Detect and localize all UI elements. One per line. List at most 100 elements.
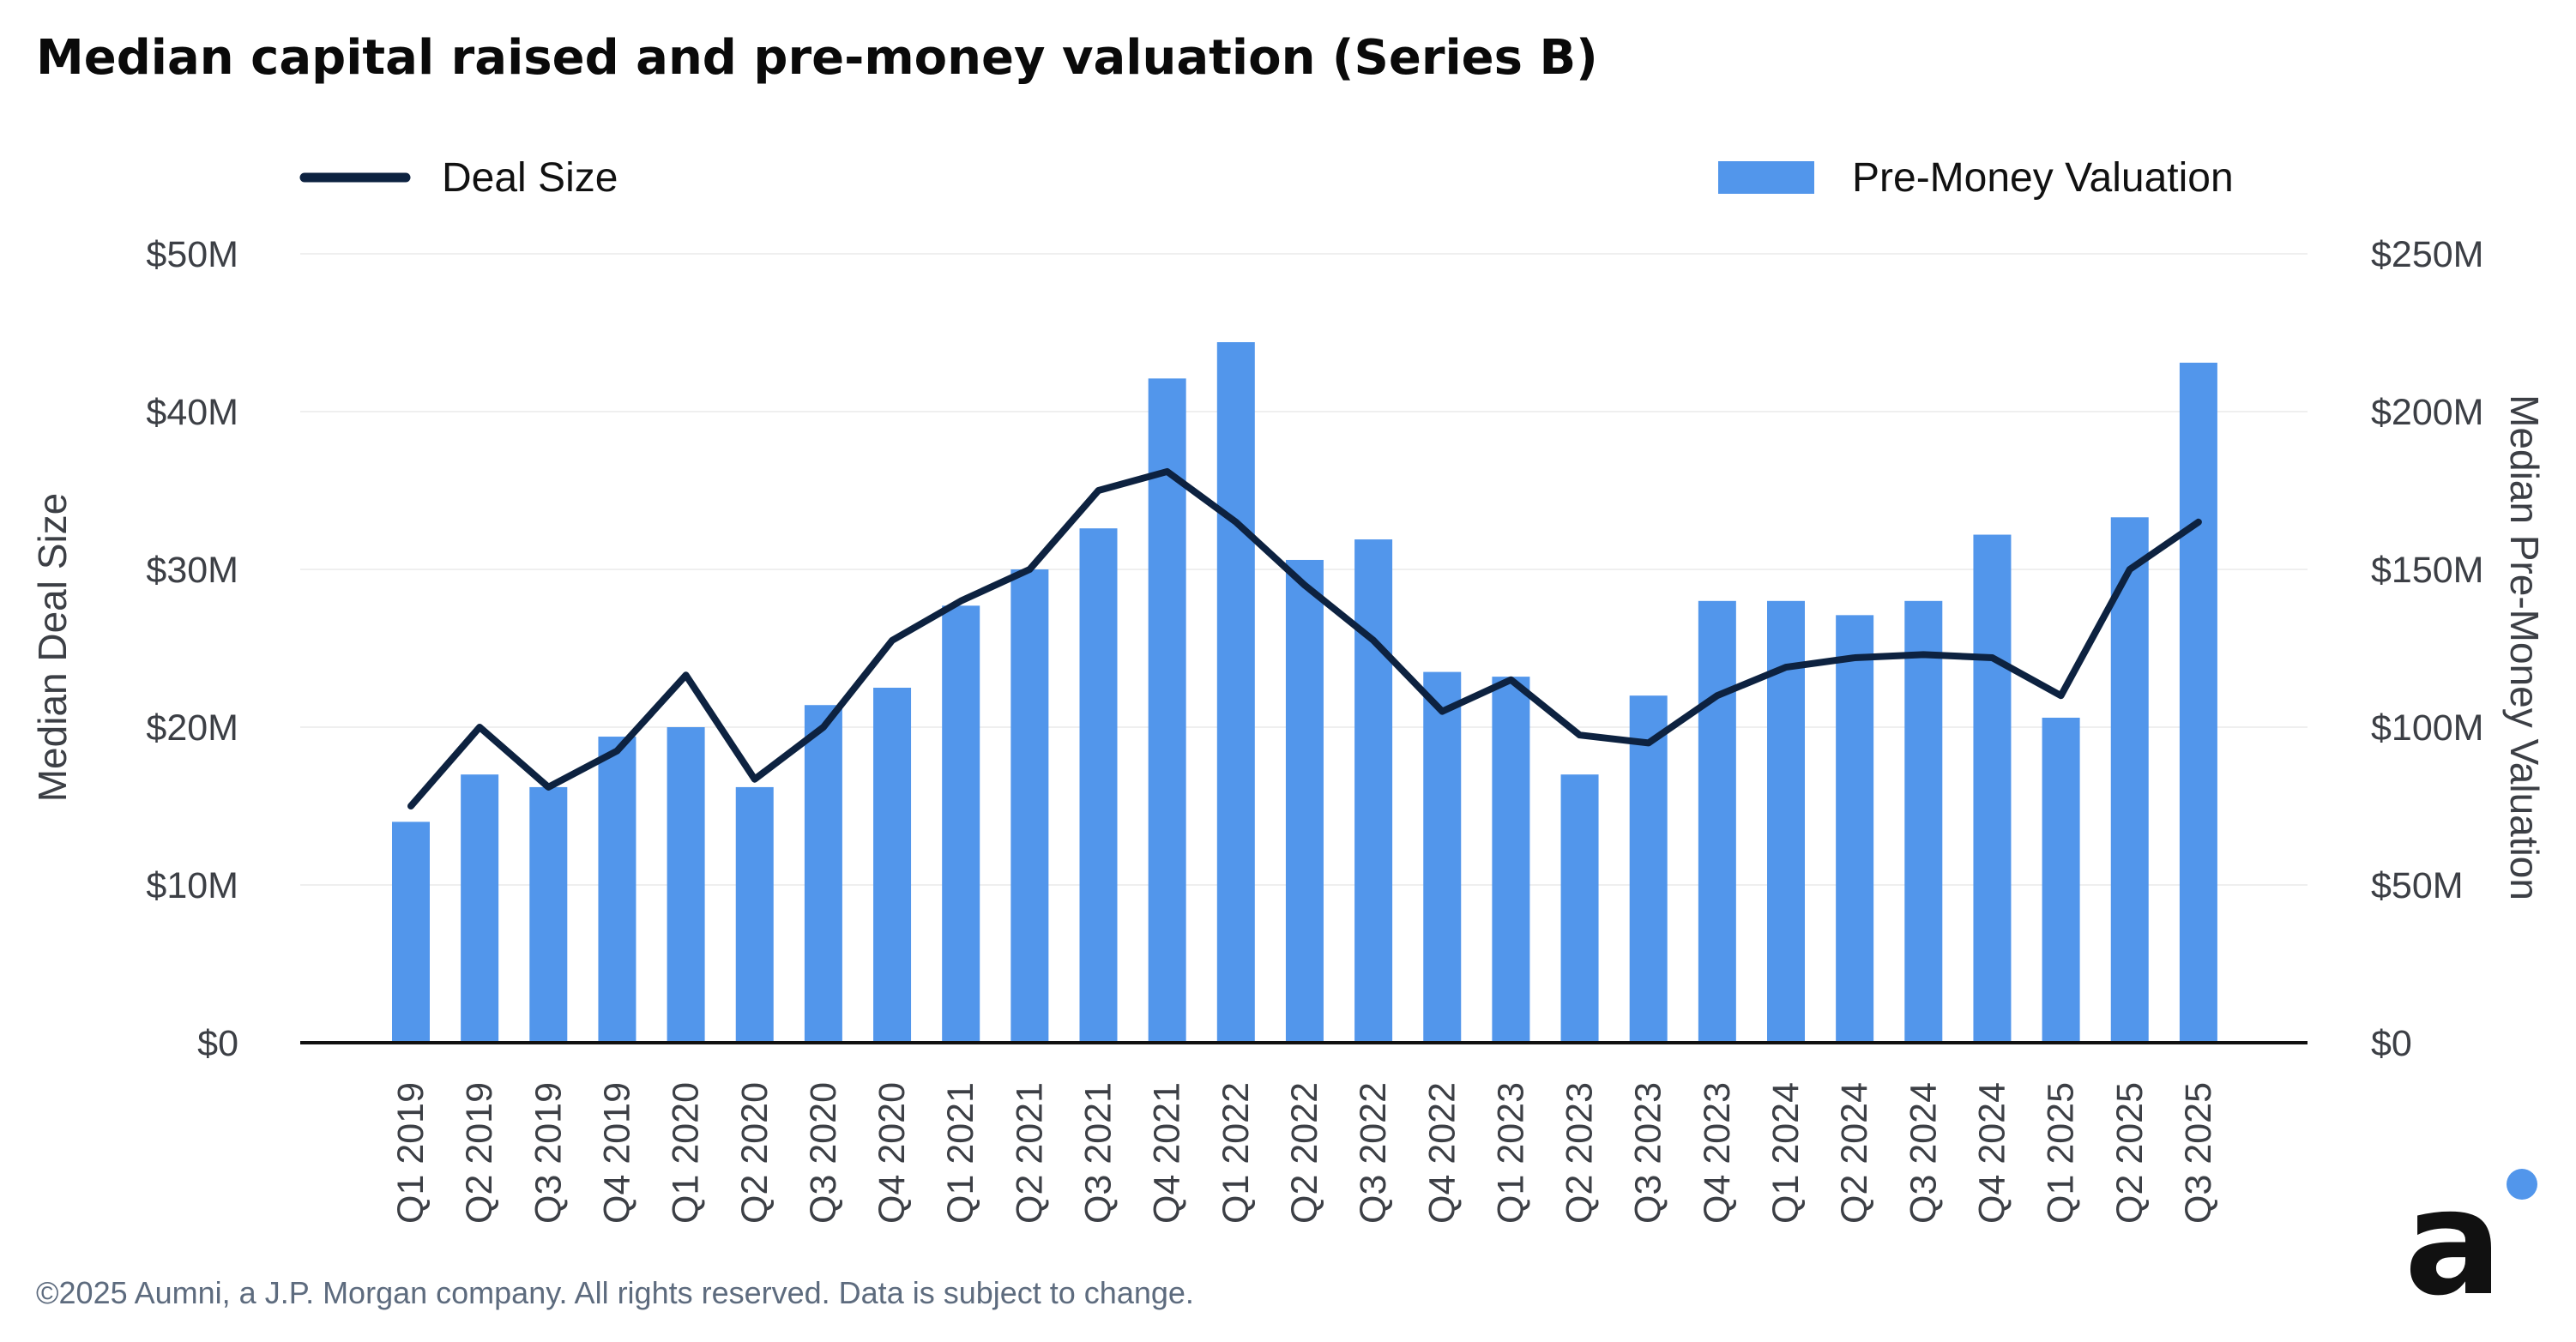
deal-size-point xyxy=(1647,742,1650,744)
valuation-bar xyxy=(1629,695,1668,1043)
x-axis-ticks: Q1 2019 Q2 2019 Q3 2019 Q4 2019 Q1 2020 Q2 20… xyxy=(390,1082,2219,1224)
valuation-bar xyxy=(1423,671,1462,1043)
valuation-bar xyxy=(2042,717,2080,1043)
deal-size-point xyxy=(753,778,756,780)
x-tick-label: Q2 2019 xyxy=(459,1082,500,1224)
x-tick-label: Q2 2020 xyxy=(734,1082,775,1224)
left-axis-ticks: $0 $10M $20M $30M $40M $50M xyxy=(146,234,238,1064)
deal-size-point xyxy=(1441,710,1444,713)
valuation-bar xyxy=(735,786,774,1043)
valuation-bar xyxy=(1079,528,1118,1043)
deal-size-point xyxy=(1854,657,1856,659)
x-tick-label: Q4 2022 xyxy=(1421,1082,1463,1224)
logo-letter: a xyxy=(2404,1158,2503,1328)
deal-size-point xyxy=(891,639,894,641)
valuation-bar xyxy=(1904,600,1943,1043)
right-tick-label: $150M xyxy=(2371,550,2483,591)
left-tick-label: $10M xyxy=(146,865,238,906)
deal-size-point xyxy=(1166,470,1168,472)
valuation-bar xyxy=(529,786,568,1043)
pre-money-valuation-bars xyxy=(392,342,2217,1044)
x-tick-label: Q1 2020 xyxy=(666,1082,707,1224)
deal-size-point xyxy=(2128,569,2131,570)
deal-size-point xyxy=(410,805,412,807)
copyright-footer: ©2025 Aumni, a J.P. Morgan company. All … xyxy=(36,1275,1194,1310)
x-tick-label: Q1 2022 xyxy=(1216,1082,1257,1224)
valuation-bar xyxy=(1973,534,2012,1043)
deal-size-point xyxy=(1372,639,1375,641)
x-tick-label: Q1 2024 xyxy=(1765,1082,1807,1224)
x-tick-label: Q1 2019 xyxy=(390,1082,431,1224)
deal-size-point xyxy=(1785,666,1787,669)
valuation-bar xyxy=(2179,362,2217,1044)
x-tick-label: Q2 2025 xyxy=(2109,1082,2151,1224)
x-tick-label: Q2 2024 xyxy=(1834,1082,1875,1224)
x-tick-label: Q3 2025 xyxy=(2178,1082,2219,1224)
valuation-bar xyxy=(942,605,980,1043)
deal-size-point xyxy=(685,674,687,677)
left-tick-label: $40M xyxy=(146,392,238,433)
valuation-bar xyxy=(1698,600,1736,1043)
x-tick-label: Q3 2023 xyxy=(1628,1082,1669,1224)
y-axis-right-label: Median Pre-Money Valuation xyxy=(2502,394,2547,900)
x-tick-label: Q3 2019 xyxy=(528,1082,569,1224)
x-tick-label: Q4 2019 xyxy=(596,1082,637,1224)
x-tick-label: Q4 2023 xyxy=(1697,1082,1738,1224)
valuation-bar xyxy=(2110,517,2149,1043)
chart-title: Median capital raised and pre-money valu… xyxy=(36,30,1598,86)
valuation-bar xyxy=(1285,559,1324,1043)
valuation-bar xyxy=(1148,378,1186,1043)
valuation-bar xyxy=(392,821,430,1043)
right-tick-label: $50M xyxy=(2371,865,2464,906)
valuation-bar xyxy=(667,727,705,1043)
deal-size-series xyxy=(407,467,2202,809)
left-tick-label: $0 xyxy=(197,1023,238,1064)
deal-size-point xyxy=(1991,657,1994,659)
valuation-bar xyxy=(461,774,499,1043)
logo-dot xyxy=(2507,1169,2537,1200)
x-tick-label: Q2 2023 xyxy=(1559,1082,1601,1224)
x-tick-label: Q3 2020 xyxy=(803,1082,844,1224)
legend: Deal Size Pre-Money Valuation xyxy=(299,155,2234,201)
x-tick-label: Q3 2024 xyxy=(1903,1082,1944,1224)
deal-size-point xyxy=(479,726,481,728)
deal-size-point xyxy=(1234,521,1237,523)
x-tick-label: Q4 2021 xyxy=(1147,1082,1188,1224)
deal-size-point xyxy=(616,749,618,752)
left-tick-label: $50M xyxy=(146,234,238,275)
deal-size-point xyxy=(1303,584,1306,587)
x-tick-label: Q1 2021 xyxy=(940,1082,981,1224)
left-tick-label: $30M xyxy=(146,550,238,591)
valuation-bar xyxy=(1354,539,1393,1043)
y-axis-left-label: Median Deal Size xyxy=(30,493,75,803)
x-tick-label: Q1 2023 xyxy=(1490,1082,1531,1224)
deal-size-point xyxy=(1578,734,1581,737)
valuation-bar xyxy=(804,705,842,1043)
deal-size-point xyxy=(1097,490,1100,491)
valuation-bar xyxy=(598,737,636,1043)
x-tick-label: Q3 2021 xyxy=(1078,1082,1119,1224)
legend-line-label: Deal Size xyxy=(442,155,618,201)
legend-bar-label: Pre-Money Valuation xyxy=(1852,155,2234,201)
deal-size-point xyxy=(822,726,824,728)
x-tick-label: Q1 2025 xyxy=(2041,1082,2082,1224)
legend-bar-swatch xyxy=(1718,161,1814,194)
right-tick-label: $0 xyxy=(2371,1023,2412,1064)
deal-size-point xyxy=(1029,569,1031,570)
left-tick-label: $20M xyxy=(146,707,238,749)
right-tick-label: $200M xyxy=(2371,392,2483,433)
right-tick-label: $250M xyxy=(2371,234,2483,275)
x-tick-label: Q3 2022 xyxy=(1353,1082,1394,1224)
x-tick-label: Q4 2020 xyxy=(872,1082,913,1224)
x-tick-label: Q4 2024 xyxy=(1971,1082,2012,1224)
x-tick-label: Q2 2022 xyxy=(1284,1082,1325,1224)
right-axis-ticks: $0 $50M $100M $150M $200M $250M xyxy=(2371,234,2483,1064)
deal-size-point xyxy=(2197,521,2199,523)
valuation-bar xyxy=(1216,342,1255,1043)
deal-size-point xyxy=(1510,678,1512,681)
deal-size-point xyxy=(2060,695,2062,697)
deal-size-point xyxy=(960,599,962,602)
x-tick-label: Q2 2021 xyxy=(1009,1082,1050,1224)
valuation-bar xyxy=(1836,615,1874,1043)
